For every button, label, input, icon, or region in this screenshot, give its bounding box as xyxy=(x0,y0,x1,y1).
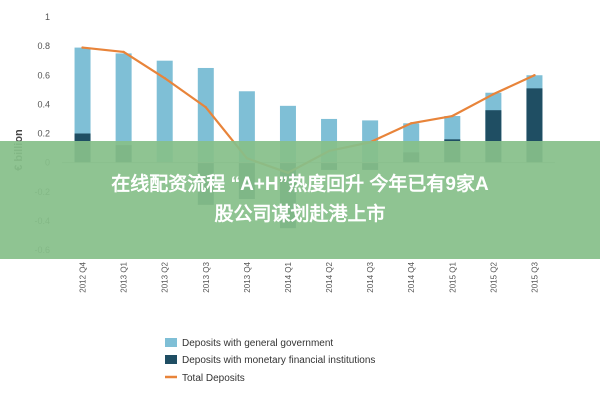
point-total-deposits xyxy=(81,46,84,49)
y-tick-label: 1 xyxy=(45,12,50,22)
legend-label-general-government: Deposits with general government xyxy=(182,338,333,349)
x-tick-label: 2015 Q1 xyxy=(448,261,457,292)
x-tick-label: 2015 Q3 xyxy=(530,261,539,292)
headline-line-2: 股公司谋划赴港上市 xyxy=(214,202,385,225)
point-total-deposits xyxy=(122,50,125,54)
legend: Deposits with general government Deposit… xyxy=(165,338,375,384)
x-tick-label: 2015 Q2 xyxy=(489,261,498,292)
x-tick-label: 2014 Q2 xyxy=(325,261,334,292)
x-tick-label: 2014 Q3 xyxy=(366,261,375,292)
point-total-deposits xyxy=(533,74,536,77)
legend-label-total-deposits: Total Deposits xyxy=(182,373,245,384)
point-total-deposits xyxy=(492,92,495,96)
point-total-deposits xyxy=(410,122,413,125)
x-tick-label: 2013 Q4 xyxy=(243,261,252,292)
y-tick-label: 0.4 xyxy=(37,99,50,109)
bar-general-government xyxy=(197,67,214,163)
y-tick-label: 0.2 xyxy=(37,129,50,139)
x-tick-label: 2014 Q1 xyxy=(284,261,293,292)
headline-banner: 在线配资流程 “A+H”热度回升 今年已有9家A 股公司谋划赴港上市 xyxy=(0,141,600,259)
x-tick-label: 2013 Q1 xyxy=(120,261,129,292)
legend-swatch-general-government xyxy=(165,338,177,347)
headline-line-1: 在线配资流程 “A+H”热度回升 今年已有9家A xyxy=(111,172,489,195)
y-tick-label: 0.6 xyxy=(37,70,50,80)
point-total-deposits xyxy=(451,114,454,118)
headline-banner-background xyxy=(0,141,600,259)
point-total-deposits xyxy=(163,76,166,80)
bar-general-government xyxy=(115,53,132,163)
point-total-deposits xyxy=(204,106,207,109)
y-tick-label: 0.8 xyxy=(37,41,50,51)
legend-swatch-monetary-financial-institutions xyxy=(165,355,177,364)
x-tick-label: 2012 Q4 xyxy=(79,261,88,292)
x-tick-label: 2014 Q4 xyxy=(407,261,416,292)
bar-general-government xyxy=(156,60,173,163)
x-tick-label: 2013 Q2 xyxy=(161,261,170,292)
legend-label-monetary-financial-institutions: Deposits with monetary financial institu… xyxy=(182,355,375,366)
x-tick-label: 2013 Q3 xyxy=(202,261,211,292)
